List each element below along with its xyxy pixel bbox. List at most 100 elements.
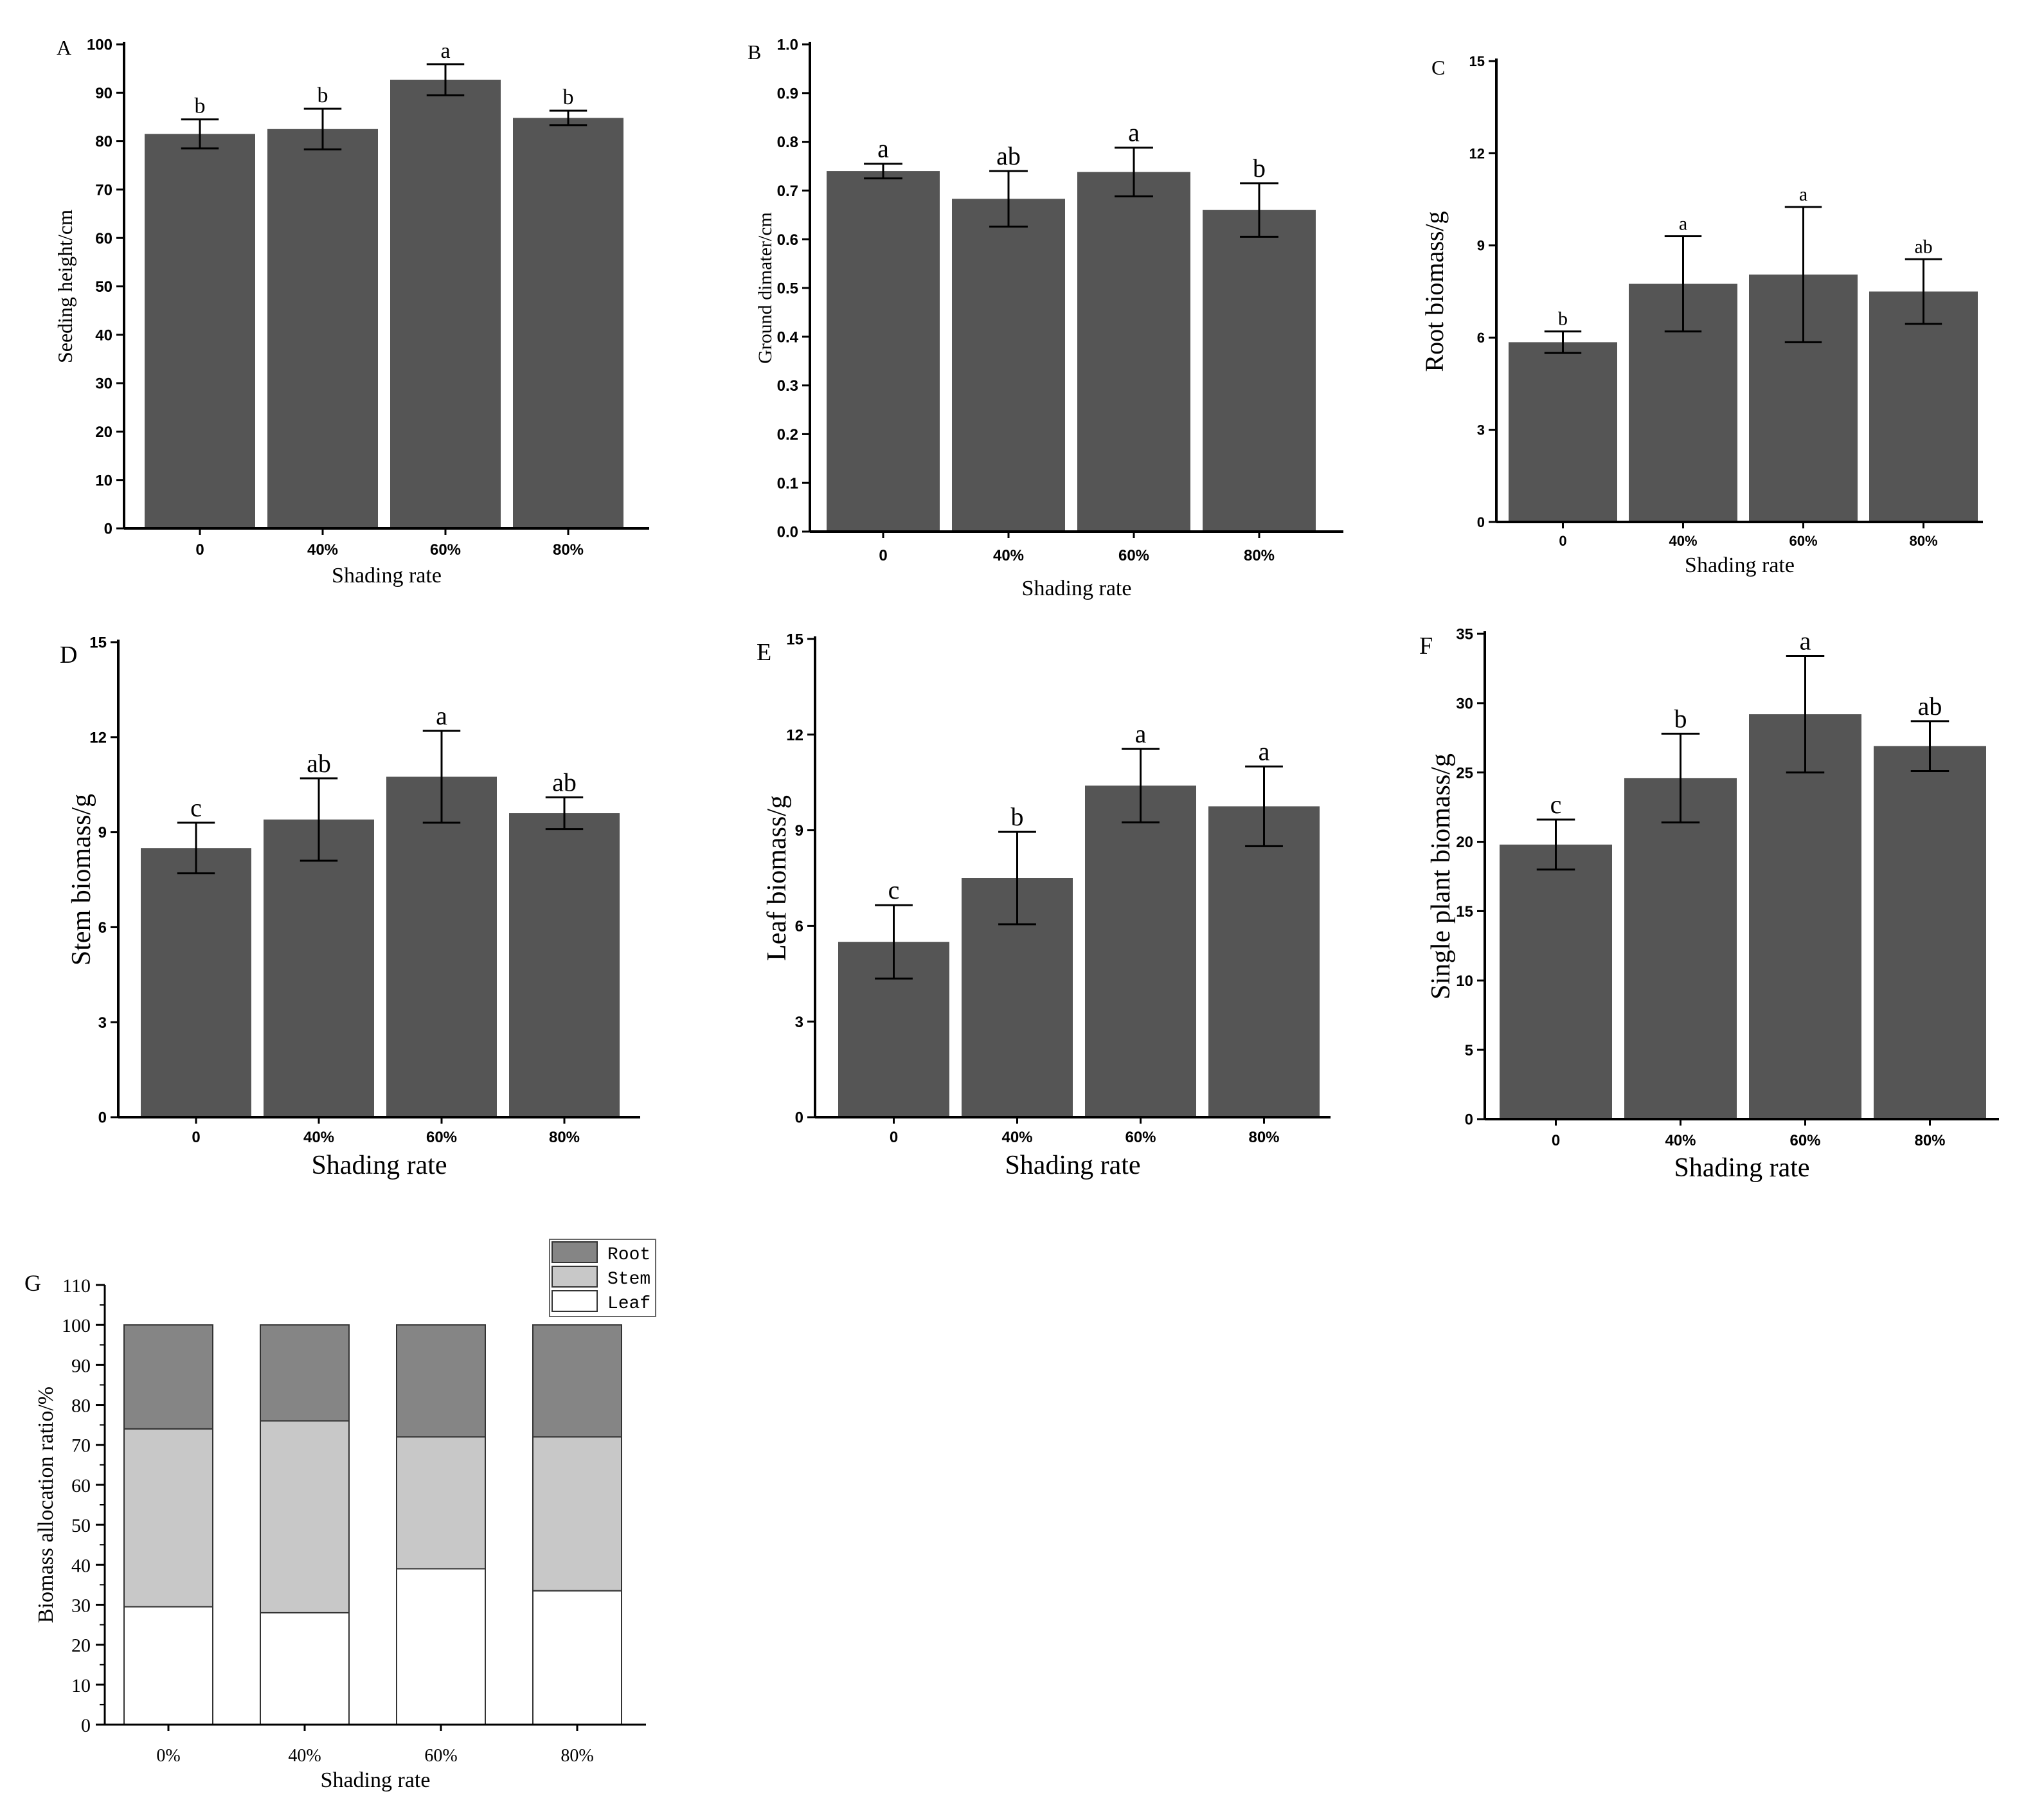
- error-bar: [422, 730, 461, 824]
- bar: [141, 848, 251, 1117]
- x-tick-label: 80%: [1914, 1132, 1945, 1149]
- bar: [267, 129, 378, 528]
- error-bar: [177, 822, 215, 875]
- legend-label-root: Root: [607, 1245, 650, 1265]
- x-tick-label: 40%: [1669, 533, 1697, 549]
- y-tick-label: 0.6: [777, 231, 798, 249]
- x-tick-label: 80%: [1248, 1129, 1279, 1146]
- error-bar: [545, 796, 584, 831]
- y-tick-label: 5: [1465, 1042, 1473, 1059]
- legend-swatch-stem: [551, 1266, 598, 1288]
- y-axis-title: Root biomass/g: [1420, 211, 1449, 372]
- y-tick-label: 6: [795, 918, 803, 935]
- bar-segment-root: [123, 1324, 213, 1430]
- error-bar: [549, 109, 587, 127]
- legend-swatch-leaf: [551, 1290, 598, 1312]
- x-tick-label: 0: [879, 547, 887, 564]
- bar-segment-stem: [532, 1436, 622, 1592]
- significance-letter: ab: [1918, 692, 1942, 721]
- error-bar: [1544, 330, 1582, 354]
- x-tick-label: 60%: [430, 541, 461, 559]
- y-tick-label: 0.5: [777, 280, 798, 298]
- legend: Root Stem Leaf: [549, 1239, 656, 1317]
- x-tick-label: 0: [192, 1129, 200, 1146]
- y-tick-label: 35: [1456, 626, 1473, 643]
- y-axis-title: Leaf biomass/g: [762, 795, 792, 961]
- y-tick-label: 0.1: [777, 475, 798, 492]
- x-tick-label: 60%: [426, 1129, 457, 1146]
- panel-label: A: [57, 36, 71, 59]
- significance-letter: a: [436, 701, 447, 730]
- y-tick-label: 0: [104, 521, 112, 538]
- bar-segment-leaf: [260, 1612, 350, 1725]
- bar: [1208, 806, 1320, 1117]
- x-tick-label: 80%: [553, 541, 584, 559]
- y-tick-label: 0.2: [777, 426, 798, 444]
- significance-letter: ab: [552, 768, 577, 796]
- y-tick-label: 40: [95, 327, 112, 344]
- significance-letter: b: [195, 94, 206, 118]
- y-tick-label: 1.0: [777, 37, 798, 54]
- significance-letter: a: [1259, 737, 1270, 766]
- y-tick-label: 90: [95, 85, 112, 102]
- y-tick-label: 70: [71, 1435, 91, 1457]
- y-tick-label: 0.3: [777, 377, 798, 395]
- bar: [1500, 844, 1612, 1119]
- panel-B: Ba 0 ab 40% a 60% b 80% 0.0 0.1 0.2 0.3 0.4 0.5 0.6 0.7…: [748, 37, 1343, 600]
- bar-segment-stem: [396, 1436, 486, 1570]
- panel-label: G: [24, 1270, 41, 1296]
- legend-label-stem: Stem: [607, 1270, 650, 1289]
- significance-letter: c: [888, 876, 900, 904]
- error-bar: [1664, 235, 1702, 333]
- y-tick-label: 0.0: [777, 524, 798, 541]
- bar-segment-stem: [123, 1428, 213, 1608]
- bar-segment-root: [532, 1324, 622, 1438]
- y-tick-label: 0.4: [777, 328, 799, 346]
- y-tick-label: 60: [71, 1475, 91, 1496]
- y-tick-label: 80: [95, 133, 112, 150]
- bar: [1624, 778, 1737, 1119]
- y-tick-label: 0: [98, 1109, 107, 1127]
- significance-letter: b: [1674, 704, 1687, 733]
- y-tick-label: 15: [1456, 903, 1473, 920]
- y-tick-label: 100: [87, 37, 112, 54]
- significance-letter: a: [1679, 213, 1687, 234]
- y-tick-label: 40: [71, 1555, 91, 1576]
- y-tick-label: 0.8: [777, 134, 798, 151]
- bar: [264, 819, 374, 1117]
- y-tick-label: 20: [71, 1635, 91, 1657]
- bar: [1749, 714, 1861, 1119]
- y-tick-label: 0: [1465, 1111, 1473, 1129]
- error-bar: [1240, 182, 1278, 238]
- legend-label-leaf: Leaf: [607, 1294, 650, 1314]
- y-tick-label: 0: [1477, 514, 1485, 530]
- bar: [827, 171, 940, 532]
- y-tick-label: 15: [89, 634, 107, 652]
- y-tick-label: 50: [71, 1515, 91, 1536]
- x-tick-label: 40%: [1001, 1129, 1032, 1146]
- error-bar: [864, 163, 902, 179]
- significance-letter: a: [1135, 719, 1147, 748]
- x-tick-label: 40%: [303, 1129, 334, 1146]
- bar: [1203, 210, 1316, 532]
- error-bar: [1661, 732, 1700, 823]
- significance-letter: ab: [996, 141, 1021, 170]
- bar: [1874, 746, 1986, 1119]
- error-bar: [1115, 147, 1153, 197]
- x-tick-label: 0%: [156, 1746, 180, 1766]
- significance-letter: a: [440, 39, 450, 63]
- y-tick-label: 10: [95, 472, 112, 489]
- x-tick-label: 60%: [1789, 533, 1817, 549]
- panel-E: Ec 0 b 40% a 60% a 80% 0 3 6 9 12 15 Shading rate Leaf …: [757, 631, 1331, 1180]
- y-tick-label: 0.9: [777, 85, 798, 102]
- y-axis-title: Ground dimater/cm: [755, 212, 776, 364]
- significance-letter: b: [563, 85, 574, 109]
- error-bar: [181, 118, 219, 150]
- x-axis-title: Shading rate: [1685, 553, 1795, 577]
- bar: [1077, 172, 1190, 532]
- significance-letter: a: [1800, 627, 1811, 656]
- y-tick-label: 3: [1477, 422, 1485, 438]
- x-tick-label: 40%: [288, 1746, 321, 1766]
- significance-letter: a: [1799, 184, 1807, 205]
- panel-C: Cb 0 a 40% a 60% ab 80% 0 3 6 9 12 15 Shading rate Root…: [1420, 53, 1983, 577]
